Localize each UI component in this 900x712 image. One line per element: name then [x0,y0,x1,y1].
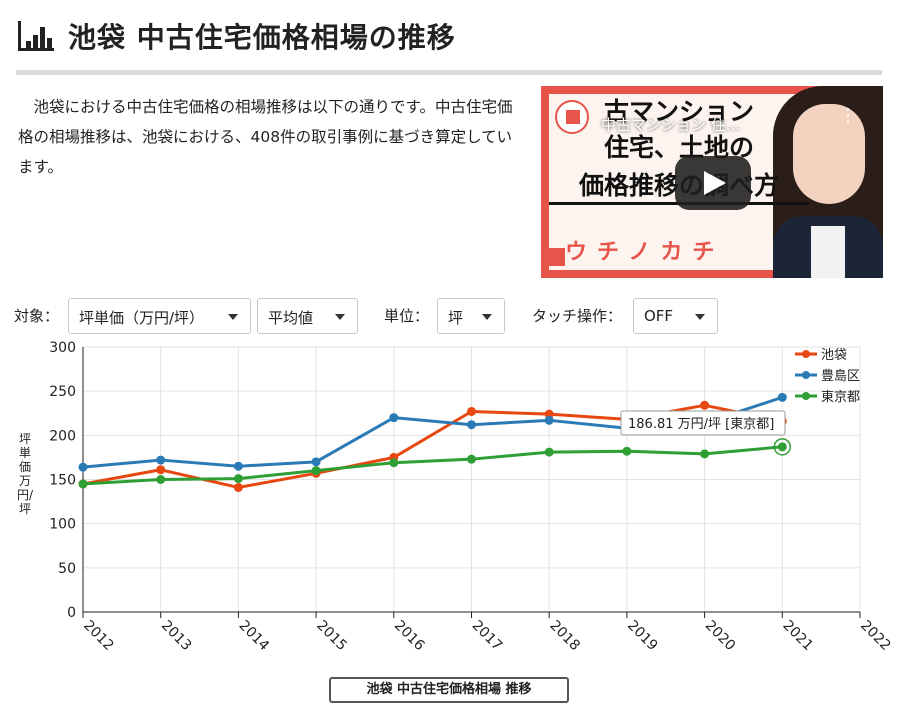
tooltip-text: 186.81 万円/坪 [東京都] [628,416,774,432]
chevron-down-icon [482,314,492,320]
x-tick-label: 2013 [158,618,195,655]
x-tick-label: 2022 [857,618,894,655]
data-point-0-1 [156,465,166,475]
series-line-2 [82,445,783,486]
y-axis-label: 坪単価 万円/坪 [16,432,34,516]
y-tick-label: 200 [49,428,76,444]
channel-logo-icon[interactable] [555,100,589,134]
touch-select[interactable]: OFF [633,298,718,334]
data-point-2-9 [777,442,787,452]
data-point-0-5 [467,406,476,416]
title-divider [16,70,882,75]
chevron-down-icon [335,314,345,320]
data-point-0-2 [233,482,243,492]
touch-label: タッチ操作： [532,307,623,325]
play-button-icon[interactable] [675,156,751,210]
x-tick-label: 2016 [391,618,428,655]
legend-marker-1 [802,371,810,379]
x-tick-label: 2021 [779,618,816,655]
x-tick-label: 2017 [469,618,506,655]
x-tick-label: 2019 [624,618,661,655]
stat-select-value: 平均値 [268,309,314,327]
chevron-down-icon [228,314,238,320]
data-point-2-6 [544,447,554,457]
bar-chart-icon [18,21,54,51]
tooltip-highlight [773,438,792,456]
presenter-face [793,104,865,204]
y-tick-label: 300 [49,340,76,356]
x-tick-label: 2012 [80,618,117,655]
data-point-2-3 [311,466,321,476]
data-point-1-9 [777,392,787,402]
stat-select[interactable]: 平均値 [257,298,358,334]
data-point-2-0 [78,479,88,489]
unit-label: 単位： [384,307,430,325]
target-label: 対象： [14,307,60,325]
data-point-1-6 [544,415,554,425]
presenter-shirt [811,226,845,278]
video-thumbnail[interactable]: 古マンション 住宅、土地の 価格推移の調べ方 中古マンション 住... ⋮ ウチ… [541,86,883,278]
brand-logo-text: ウチノカチ [565,240,725,265]
page-header: 池袋 中古住宅価格相場の推移 [18,14,456,58]
data-point-2-1 [156,475,166,484]
chevron-down-icon [695,314,705,320]
unit-select-value: 坪 [448,309,464,327]
x-tick-label: 2018 [546,618,583,655]
chart-controls: 対象： 坪単価（万円/坪） 平均値 単位： 坪 タッチ操作： OFF [0,296,900,336]
data-point-1-5 [467,420,476,430]
legend-label-1: 豊島区 [821,369,860,384]
more-options-icon[interactable]: ⋮ [839,107,857,134]
video-headline-line-1: 古マンション [603,97,754,126]
legend-label-0: 池袋 [821,348,847,363]
data-point-0-8 [700,400,710,410]
y-tick-label: 150 [49,473,76,489]
data-point-1-0 [78,462,88,472]
touch-select-value: OFF [644,307,674,325]
target-select[interactable]: 坪単価（万円/坪） [68,298,251,334]
legend-marker-2 [802,392,810,400]
data-point-1-1 [156,455,166,465]
data-point-2-8 [700,449,710,459]
price-trend-chart: 0 50 100 150 200 250 300 2012 2013 2014 2015 2016 20… [49,340,894,655]
brand-house-icon [549,248,565,266]
unit-select[interactable]: 坪 [437,298,505,334]
y-tick-label: 100 [49,517,76,533]
data-point-1-2 [233,461,243,471]
data-point-2-7 [622,446,632,456]
data-point-1-4 [389,413,399,423]
data-point-2-4 [389,458,399,468]
y-tick-label: 0 [67,605,76,621]
target-select-value: 坪単価（万円/坪） [79,309,205,327]
y-tick-label: 250 [49,384,76,400]
data-point-2-5 [467,454,476,464]
y-tick-label: 50 [58,561,76,577]
legend-marker-0 [802,350,810,358]
chart-title-button[interactable]: 池袋 中古住宅価格相場 推移 [329,677,569,703]
data-point-2-2 [233,474,243,484]
legend-label-2: 東京都 [821,389,860,405]
data-point-1-3 [311,457,321,467]
data-point-0-6 [544,409,554,419]
intro-text: 池袋における中古住宅価格の相場推移は以下の通りです。中古住宅価格の相場推移は、池… [18,98,513,176]
x-tick-label: 2015 [313,618,350,655]
x-tick-label: 2020 [702,618,739,655]
tooltip-box [620,410,786,436]
x-tick-label: 2014 [236,618,273,655]
page-title: 池袋 中古住宅価格相場の推移 [68,21,456,54]
video-caption[interactable]: 中古マンション 住... [601,116,741,134]
